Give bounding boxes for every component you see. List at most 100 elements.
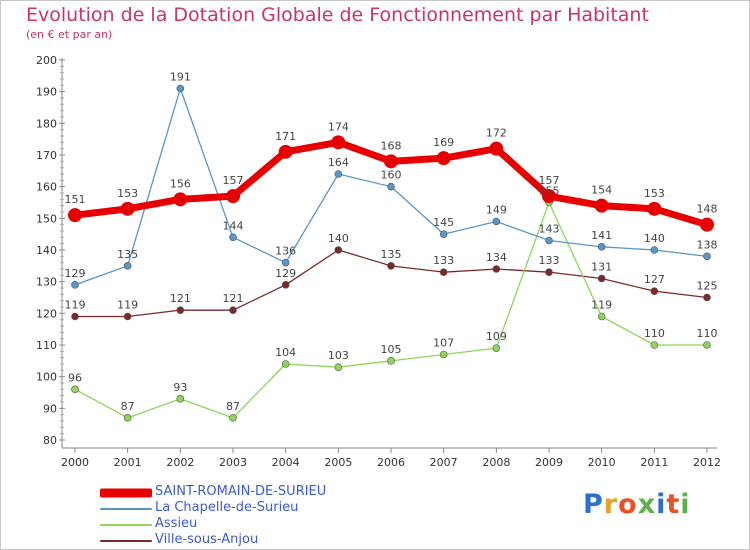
series-point-3 xyxy=(71,312,79,321)
data-label-3: 127 xyxy=(644,273,665,286)
data-label-2: 107 xyxy=(433,337,454,350)
series-point-0 xyxy=(700,217,714,232)
data-label-0: 153 xyxy=(117,187,138,200)
data-label-3: 129 xyxy=(275,267,296,280)
series-point-1 xyxy=(650,246,659,254)
data-label-0: 148 xyxy=(697,203,718,216)
series-point-3 xyxy=(650,287,659,295)
series-point-2 xyxy=(334,363,343,371)
series-point-1 xyxy=(176,84,185,93)
y-tick-label: 170 xyxy=(36,149,57,162)
data-label-0: 157 xyxy=(223,174,244,187)
y-tick-label: 120 xyxy=(36,307,57,320)
y-tick-label: 150 xyxy=(36,212,57,225)
data-label-1: 138 xyxy=(697,238,718,251)
series-point-0 xyxy=(542,189,556,204)
data-label-0: 157 xyxy=(539,174,560,187)
series-point-1 xyxy=(703,252,711,261)
legend-label-0: SAINT-ROMAIN-DE-SURIEU xyxy=(155,484,327,499)
x-tick-label: 2005 xyxy=(324,456,352,469)
data-label-2: 155 xyxy=(539,185,560,198)
data-label-0: 151 xyxy=(65,193,86,206)
data-label-3: 140 xyxy=(328,232,349,245)
series-point-3 xyxy=(176,306,185,314)
y-tick-label: 160 xyxy=(36,181,57,194)
data-label-2: 87 xyxy=(226,400,240,413)
y-tick-label: 180 xyxy=(36,117,57,130)
data-label-2: 93 xyxy=(173,381,187,394)
x-tick-label: 2002 xyxy=(166,456,194,469)
data-label-3: 119 xyxy=(65,299,86,312)
y-tick-label: 190 xyxy=(36,86,57,99)
data-label-0: 174 xyxy=(328,120,349,133)
series-point-1 xyxy=(334,170,343,178)
series-point-0 xyxy=(173,192,188,207)
x-tick-label: 2001 xyxy=(114,456,142,469)
chart-subtitle: (en € et par an) xyxy=(26,28,113,41)
y-tick-label: 80 xyxy=(43,434,57,447)
series-point-3 xyxy=(334,246,343,254)
data-label-0: 154 xyxy=(591,184,612,197)
data-label-1: 136 xyxy=(275,245,296,258)
series-point-3 xyxy=(387,262,395,270)
x-tick-label: 2012 xyxy=(693,456,721,469)
series-point-3 xyxy=(492,265,501,273)
data-label-2: 110 xyxy=(644,327,665,340)
data-label-0: 169 xyxy=(433,136,454,149)
series-point-0 xyxy=(436,151,451,166)
data-label-1: 160 xyxy=(381,169,402,182)
legend-label-3: Ville-sous-Anjou xyxy=(155,532,259,547)
series-point-2 xyxy=(281,360,290,368)
proxiti-logo: Proxiti xyxy=(583,489,691,520)
series-point-2 xyxy=(597,312,606,321)
data-label-2: 103 xyxy=(328,349,349,362)
data-label-1: 143 xyxy=(539,223,560,236)
x-tick-label: 2006 xyxy=(377,456,405,469)
data-label-3: 133 xyxy=(539,254,560,267)
x-tick-label: 2000 xyxy=(61,456,89,469)
series-point-1 xyxy=(597,243,606,251)
series-point-0 xyxy=(68,208,82,223)
x-tick-label: 2009 xyxy=(535,456,563,469)
y-tick-label: 100 xyxy=(36,371,57,384)
series-point-0 xyxy=(594,198,609,213)
data-label-1: 191 xyxy=(170,71,191,84)
series-point-0 xyxy=(384,154,398,169)
series-point-1 xyxy=(439,230,448,238)
data-label-2: 119 xyxy=(591,299,612,312)
data-label-2: 109 xyxy=(486,330,507,343)
series-point-0 xyxy=(489,141,504,156)
data-label-1: 140 xyxy=(644,232,665,245)
series-point-3 xyxy=(123,312,132,321)
data-label-2: 105 xyxy=(381,343,402,356)
legend-label-1: La Chapelle-de-Surieu xyxy=(155,500,299,515)
series-point-2 xyxy=(387,357,395,365)
series-point-2 xyxy=(492,344,501,352)
data-label-3: 121 xyxy=(223,292,244,305)
series-point-1 xyxy=(387,182,395,191)
x-tick-label: 2004 xyxy=(272,456,300,469)
data-label-1: 129 xyxy=(65,267,86,280)
series-point-2 xyxy=(703,341,711,349)
data-label-3: 119 xyxy=(117,299,138,312)
legend-swatch-2 xyxy=(100,524,152,526)
series-point-0 xyxy=(120,201,135,216)
y-tick-label: 200 xyxy=(36,54,57,67)
series-point-2 xyxy=(71,385,79,394)
series-point-3 xyxy=(281,281,290,289)
data-label-1: 144 xyxy=(223,219,244,232)
y-tick-label: 90 xyxy=(43,402,57,415)
series-point-1 xyxy=(71,281,79,289)
series-point-2 xyxy=(176,395,185,403)
legend-swatch-1 xyxy=(100,508,152,510)
series-point-1 xyxy=(123,262,132,270)
series-point-3 xyxy=(439,268,448,276)
chart-title: Evolution de la Dotation Globale de Fonc… xyxy=(26,4,649,26)
series-point-2 xyxy=(650,341,659,349)
data-label-0: 168 xyxy=(381,139,402,152)
data-label-0: 156 xyxy=(170,177,191,190)
series-point-1 xyxy=(229,233,237,242)
legend-label-2: Assieu xyxy=(155,516,198,531)
x-tick-label: 2010 xyxy=(588,456,616,469)
